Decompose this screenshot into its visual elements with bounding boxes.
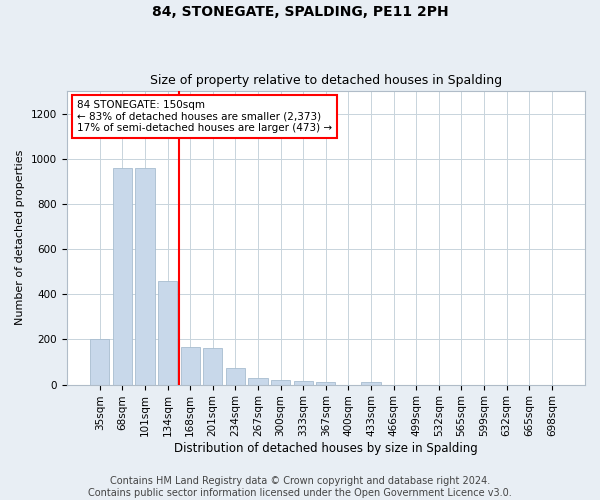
Bar: [248, 378, 268, 384]
Bar: [226, 368, 245, 384]
Bar: [293, 381, 313, 384]
Bar: [203, 348, 223, 384]
Text: 84, STONEGATE, SPALDING, PE11 2PH: 84, STONEGATE, SPALDING, PE11 2PH: [152, 5, 448, 19]
Bar: [361, 382, 380, 384]
X-axis label: Distribution of detached houses by size in Spalding: Distribution of detached houses by size …: [174, 442, 478, 455]
Bar: [316, 382, 335, 384]
Y-axis label: Number of detached properties: Number of detached properties: [15, 150, 25, 326]
Title: Size of property relative to detached houses in Spalding: Size of property relative to detached ho…: [150, 74, 502, 87]
Bar: [90, 340, 109, 384]
Bar: [181, 348, 200, 385]
Bar: [136, 168, 155, 384]
Bar: [271, 380, 290, 384]
Text: 84 STONEGATE: 150sqm
← 83% of detached houses are smaller (2,373)
17% of semi-de: 84 STONEGATE: 150sqm ← 83% of detached h…: [77, 100, 332, 133]
Bar: [113, 168, 132, 384]
Text: Contains HM Land Registry data © Crown copyright and database right 2024.
Contai: Contains HM Land Registry data © Crown c…: [88, 476, 512, 498]
Bar: [158, 280, 177, 384]
